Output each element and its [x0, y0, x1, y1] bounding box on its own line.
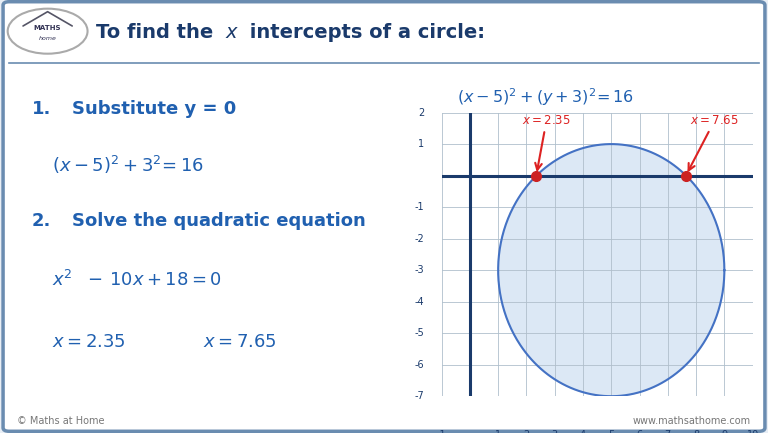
Text: 1.: 1. — [31, 100, 51, 118]
Text: $x^2\ \ -\,10x + 18 = 0$: $x^2\ \ -\,10x + 18 = 0$ — [52, 270, 222, 290]
Text: -5: -5 — [415, 328, 425, 338]
Text: 2: 2 — [523, 430, 530, 433]
Text: 6: 6 — [637, 430, 643, 433]
Text: $x = 2.35$: $x = 2.35$ — [522, 113, 571, 170]
Text: -7: -7 — [415, 391, 425, 401]
Text: 7: 7 — [664, 430, 671, 433]
Text: 2.: 2. — [31, 212, 51, 229]
Text: MATHS: MATHS — [34, 25, 61, 31]
Text: 1: 1 — [419, 139, 425, 149]
Text: To find the: To find the — [96, 23, 220, 42]
Text: -1: -1 — [437, 430, 446, 433]
Text: $(x-5)^2 + (y+3)^2\!=16$: $(x-5)^2 + (y+3)^2\!=16$ — [457, 87, 634, 108]
Text: 2: 2 — [419, 107, 425, 118]
Text: -3: -3 — [415, 265, 425, 275]
Text: $x$: $x$ — [225, 23, 239, 42]
Polygon shape — [498, 144, 724, 396]
Text: 8: 8 — [693, 430, 699, 433]
Text: 5: 5 — [608, 430, 614, 433]
Text: -1: -1 — [415, 202, 425, 212]
Text: -6: -6 — [415, 360, 425, 370]
Text: -2: -2 — [415, 234, 425, 244]
Text: 1: 1 — [495, 430, 502, 433]
Text: Solve the quadratic equation: Solve the quadratic equation — [72, 212, 366, 229]
Text: 10: 10 — [746, 430, 759, 433]
Text: home: home — [38, 36, 57, 41]
FancyBboxPatch shape — [3, 2, 765, 431]
Text: intercepts of a circle:: intercepts of a circle: — [243, 23, 485, 42]
Text: $x = 7.65$: $x = 7.65$ — [689, 113, 739, 171]
Text: 4: 4 — [580, 430, 586, 433]
Text: -4: -4 — [415, 297, 425, 307]
Text: $x = 2.35$: $x = 2.35$ — [52, 333, 126, 352]
Text: $x = 7.65$: $x = 7.65$ — [203, 333, 276, 352]
Circle shape — [8, 9, 88, 54]
Text: Substitute y = 0: Substitute y = 0 — [72, 100, 237, 118]
Text: www.mathsathome.com: www.mathsathome.com — [633, 416, 751, 426]
Text: $(x-5)^2 + 3^2\!=16$: $(x-5)^2 + 3^2\!=16$ — [52, 154, 204, 176]
Text: 3: 3 — [551, 430, 558, 433]
Text: © Maths at Home: © Maths at Home — [17, 416, 104, 426]
Text: 9: 9 — [721, 430, 727, 433]
